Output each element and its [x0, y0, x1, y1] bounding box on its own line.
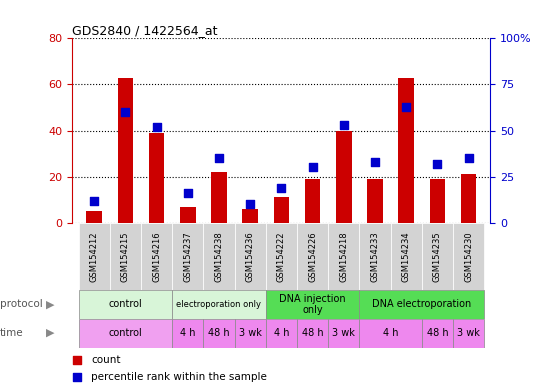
Text: 3 wk: 3 wk — [239, 328, 262, 338]
Text: GSM154215: GSM154215 — [121, 231, 130, 281]
Text: GSM154235: GSM154235 — [433, 231, 442, 281]
Bar — [203, 223, 235, 290]
Bar — [172, 290, 266, 319]
Text: DNA electroporation: DNA electroporation — [372, 299, 472, 310]
Text: electroporation only: electroporation only — [176, 300, 262, 309]
Point — [215, 155, 224, 161]
Text: GSM154226: GSM154226 — [308, 231, 317, 281]
Text: ▶: ▶ — [46, 299, 54, 310]
Text: 3 wk: 3 wk — [457, 328, 480, 338]
Point — [72, 374, 81, 380]
Bar — [235, 223, 266, 290]
Text: GSM154230: GSM154230 — [464, 231, 473, 281]
Bar — [273, 197, 289, 223]
Text: DNA injection
only: DNA injection only — [279, 293, 346, 315]
Point — [433, 161, 442, 167]
Point — [277, 185, 286, 191]
Bar — [336, 131, 352, 223]
Bar — [117, 78, 133, 223]
Bar — [242, 209, 258, 223]
Bar — [422, 319, 453, 348]
Text: GDS2840 / 1422564_at: GDS2840 / 1422564_at — [72, 24, 218, 37]
Bar — [391, 223, 422, 290]
Bar — [86, 211, 102, 223]
Text: 48 h: 48 h — [302, 328, 323, 338]
Text: GSM154216: GSM154216 — [152, 231, 161, 281]
Bar — [79, 290, 172, 319]
Point — [308, 164, 317, 170]
Bar — [360, 319, 422, 348]
Point — [402, 104, 411, 110]
Bar — [305, 179, 321, 223]
Bar — [211, 172, 227, 223]
Bar — [453, 319, 484, 348]
Text: 4 h: 4 h — [274, 328, 289, 338]
Text: percentile rank within the sample: percentile rank within the sample — [91, 372, 267, 382]
Bar — [110, 223, 141, 290]
Text: control: control — [108, 328, 142, 338]
Point — [121, 109, 130, 115]
Point — [152, 124, 161, 130]
Point — [90, 197, 99, 204]
Bar — [297, 223, 328, 290]
Text: 48 h: 48 h — [208, 328, 230, 338]
Bar — [453, 223, 484, 290]
Text: GSM154234: GSM154234 — [401, 231, 411, 281]
Point — [339, 122, 348, 128]
Bar — [367, 179, 383, 223]
Text: GSM154237: GSM154237 — [183, 231, 192, 282]
Bar — [149, 133, 165, 223]
Text: 4 h: 4 h — [383, 328, 398, 338]
Point — [72, 357, 81, 363]
Bar — [297, 319, 328, 348]
Point — [371, 159, 379, 165]
Text: GSM154233: GSM154233 — [370, 231, 379, 282]
Bar — [266, 319, 297, 348]
Bar — [328, 319, 360, 348]
Bar — [422, 223, 453, 290]
Bar — [172, 319, 203, 348]
Text: 48 h: 48 h — [427, 328, 448, 338]
Text: GSM154222: GSM154222 — [277, 231, 286, 281]
Bar — [360, 290, 484, 319]
Text: control: control — [108, 299, 142, 310]
Text: GSM154218: GSM154218 — [339, 231, 348, 281]
Bar — [429, 179, 445, 223]
Bar — [235, 319, 266, 348]
Bar — [266, 223, 297, 290]
Text: ▶: ▶ — [46, 328, 54, 338]
Bar — [398, 78, 414, 223]
Text: GSM154236: GSM154236 — [245, 231, 255, 282]
Bar — [141, 223, 172, 290]
Bar — [461, 174, 477, 223]
Text: 4 h: 4 h — [180, 328, 196, 338]
Bar — [266, 290, 360, 319]
Text: count: count — [91, 355, 121, 365]
Text: GSM154238: GSM154238 — [214, 231, 224, 282]
Bar — [172, 223, 203, 290]
Bar — [360, 223, 391, 290]
Bar — [180, 207, 196, 223]
Point — [464, 155, 473, 161]
Text: 3 wk: 3 wk — [332, 328, 355, 338]
Bar — [328, 223, 360, 290]
Text: GSM154212: GSM154212 — [90, 231, 99, 281]
Point — [246, 201, 255, 207]
Text: protocol: protocol — [0, 299, 43, 310]
Point — [183, 190, 192, 196]
Text: time: time — [0, 328, 24, 338]
Bar — [203, 319, 235, 348]
Bar — [79, 223, 110, 290]
Bar — [79, 319, 172, 348]
